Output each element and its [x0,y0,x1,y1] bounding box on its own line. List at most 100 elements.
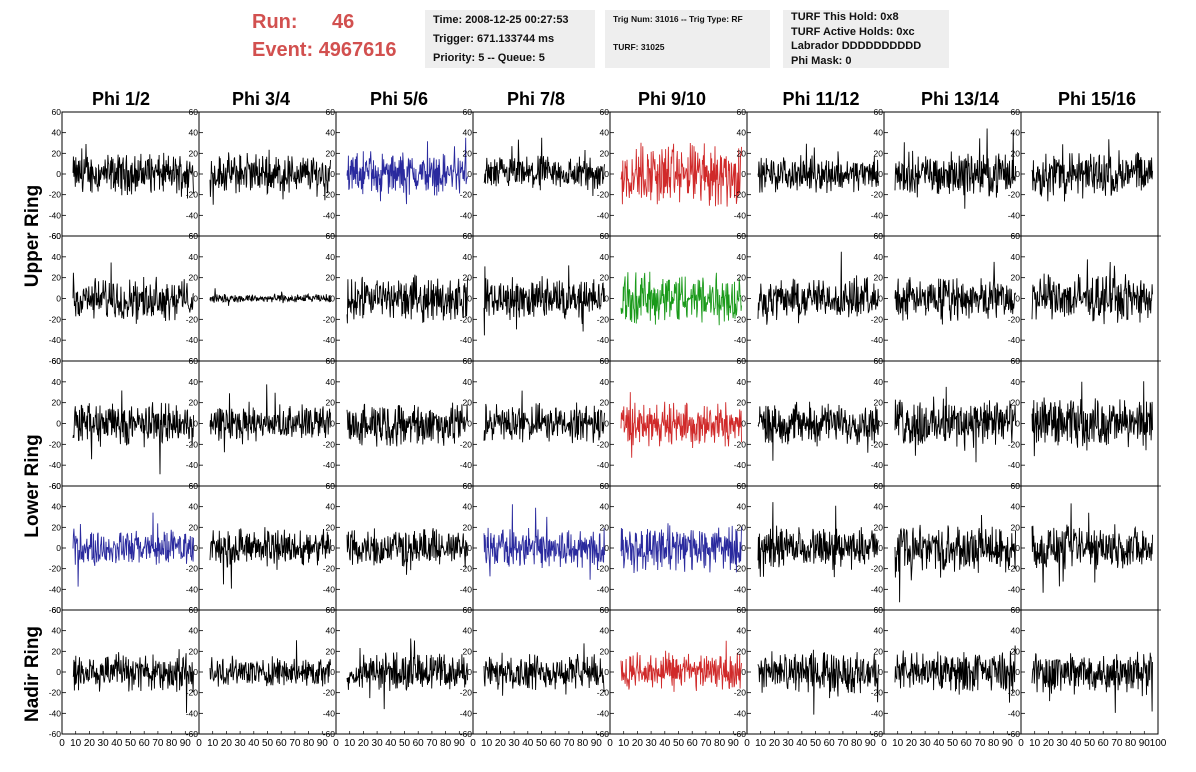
waveform-trace [1031,139,1153,202]
waveform-trace [894,261,1016,325]
y-tick-label: 0 [741,169,746,179]
y-tick-label: 0 [193,543,198,553]
x-tick-label: 10 [755,738,767,749]
waveform-trace [72,512,194,587]
y-tick-label: -40 [597,460,610,470]
y-tick-label: 20 [52,273,62,283]
y-tick-label: 20 [600,522,610,532]
x-tick-label: 30 [783,738,795,749]
y-tick-label: -60 [49,356,62,366]
y-tick-label: 40 [600,252,610,262]
y-tick-label: -20 [597,564,610,574]
y-tick-label: 60 [1011,231,1021,241]
y-tick-label: -20 [597,688,610,698]
y-tick-label: 0 [604,419,609,429]
y-tick-label: -40 [323,708,336,718]
y-tick-label: -20 [49,688,62,698]
y-tick-label: 0 [741,667,746,677]
y-tick-label: 40 [189,626,199,636]
y-tick-label: -20 [597,439,610,449]
y-tick-label: -60 [460,729,473,739]
y-tick-label: 60 [189,107,199,117]
waveform-trace [757,251,879,325]
y-tick-label: 0 [741,294,746,304]
y-tick-label: 20 [463,398,473,408]
y-tick-label: 20 [189,398,199,408]
y-tick-label: 40 [52,377,62,387]
x-tick-label: 20 [769,738,781,749]
x-tick-label: 80 [166,738,178,749]
y-tick-label: 40 [463,626,473,636]
y-tick-label: -40 [323,584,336,594]
y-tick-label: -40 [1008,584,1021,594]
y-tick-label: 0 [56,543,61,553]
x-tick-label: 90 [1139,738,1151,749]
y-tick-label: -60 [49,605,62,615]
waveform-trace [209,527,331,589]
x-tick-label: 40 [796,738,808,749]
y-tick-label: 60 [463,356,473,366]
x-tick-label: 30 [646,738,658,749]
x-tick-label: 90 [1002,738,1014,749]
y-tick-label: 60 [326,356,336,366]
y-tick-label: 60 [600,605,610,615]
y-tick-label: 40 [52,626,62,636]
x-tick-label: 90 [865,738,877,749]
x-tick-label: 90 [591,738,603,749]
x-tick-label: 20 [358,738,370,749]
y-tick-label: 60 [326,231,336,241]
waveform-trace [757,143,879,194]
event-row: Event: 4967616 [252,36,397,64]
y-tick-label: -40 [1008,335,1021,345]
x-tick-label: 50 [125,738,137,749]
y-tick-label: 0 [56,294,61,304]
y-tick-label: 0 [604,294,609,304]
turf-info-box: TURF This Hold: 0x8 TURF Active Holds: 0… [783,10,949,68]
y-tick-label: 60 [874,231,884,241]
waveform-trace [346,137,468,205]
y-tick-label: -40 [323,335,336,345]
x-tick-label: 10 [618,738,630,749]
y-tick-label: 60 [600,107,610,117]
y-tick-label: -60 [597,729,610,739]
x-tick-label: 70 [1111,738,1123,749]
y-tick-label: -60 [186,729,199,739]
phi-mask-text: Phi Mask: 0 [791,54,852,67]
y-tick-label: -20 [1008,688,1021,698]
y-tick-label: 20 [1011,398,1021,408]
y-tick-label: 0 [467,419,472,429]
turf-hold-text: TURF This Hold: 0x8 [791,11,899,23]
waveform-trace [620,523,742,574]
x-tick-label: 30 [920,738,932,749]
y-tick-label: -20 [871,564,884,574]
y-tick-label: 20 [463,273,473,283]
y-tick-label: 40 [1011,502,1021,512]
y-tick-label: 60 [463,481,473,491]
y-tick-label: -60 [1008,729,1021,739]
waveform-trace [757,649,879,715]
waveform-trace [346,402,468,447]
y-tick-label: 60 [737,481,747,491]
time-text: Time: 2008-12-25 00:27:53 [433,14,569,26]
y-tick-label: 40 [600,377,610,387]
y-tick-label: -40 [734,335,747,345]
priority-text: Priority: 5 -- Queue: 5 [433,52,545,64]
y-tick-label: 0 [467,667,472,677]
y-tick-label: -40 [49,584,62,594]
column-header: Phi 9/10 [638,89,706,109]
y-tick-label: 0 [193,667,198,677]
y-tick-label: 20 [326,646,336,656]
y-tick-label: -40 [186,460,199,470]
